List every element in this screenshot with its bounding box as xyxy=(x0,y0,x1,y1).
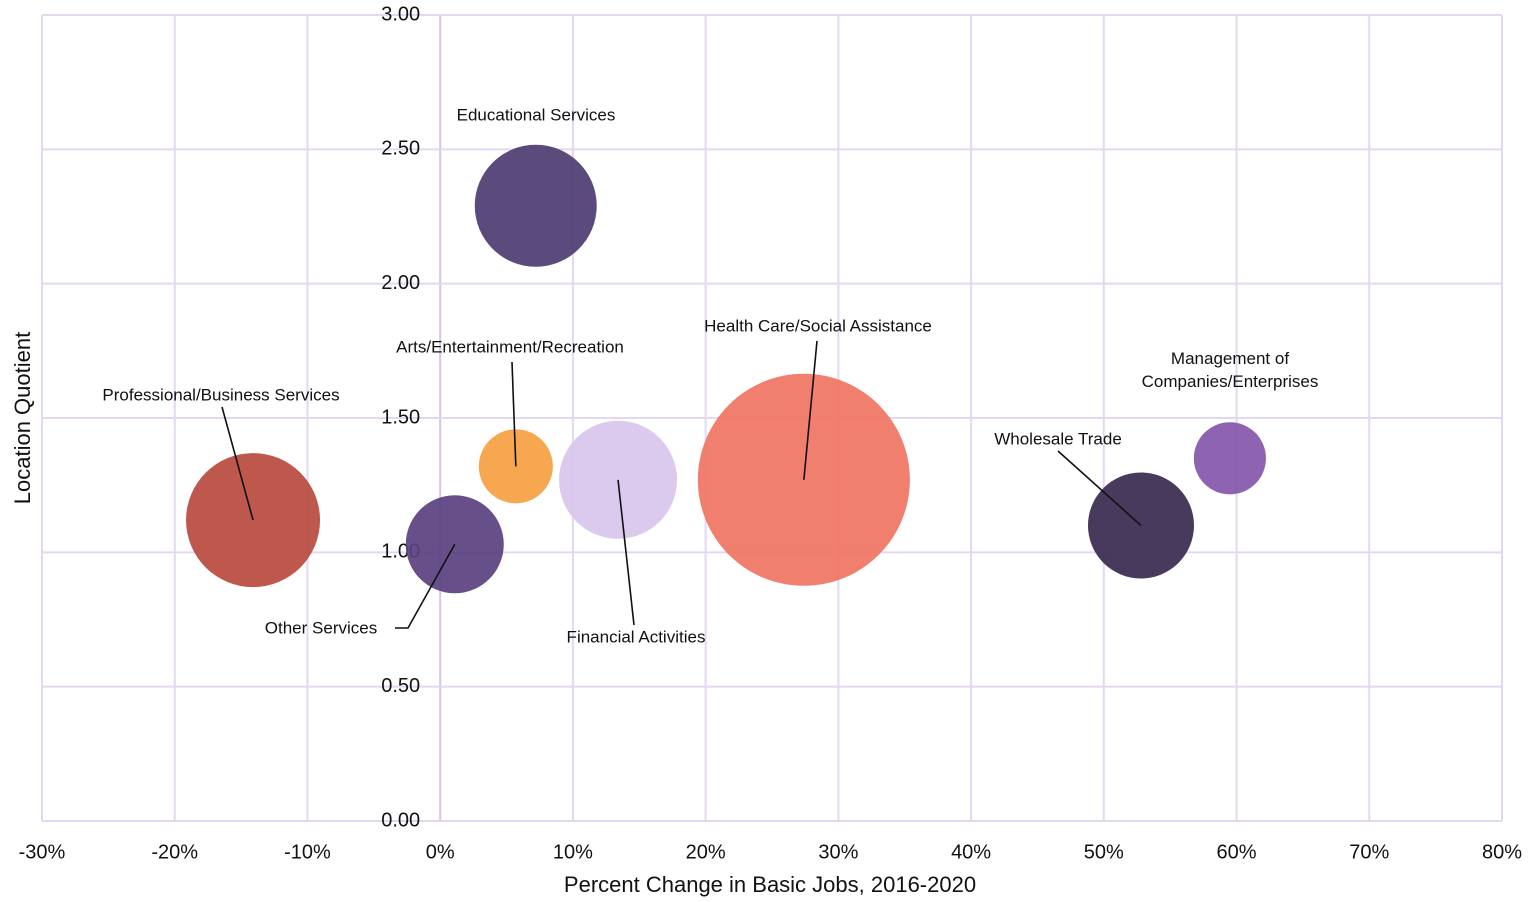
point-label: Wholesale Trade xyxy=(994,429,1122,449)
bubble xyxy=(1193,422,1266,495)
leader-line xyxy=(1057,450,1142,527)
y-tick-label: 2.50 xyxy=(381,138,420,160)
y-tick-label: 0.00 xyxy=(381,809,420,831)
x-tick-label: -20% xyxy=(151,841,198,863)
y-tick-label: 1.50 xyxy=(381,406,420,428)
point-label: Health Care/Social Assistance xyxy=(704,316,932,336)
x-tick-label: 40% xyxy=(951,841,991,863)
leader-line xyxy=(221,406,254,521)
leader-line xyxy=(803,340,818,480)
leader-line xyxy=(511,361,517,467)
x-tick-label: 60% xyxy=(1217,841,1257,863)
bubble xyxy=(1087,472,1194,579)
grid xyxy=(41,14,1503,822)
y-tick-label: 2.00 xyxy=(381,272,420,294)
x-tick-label: 20% xyxy=(686,841,726,863)
leader-line xyxy=(395,543,456,629)
x-tick-label: -30% xyxy=(19,841,66,863)
x-tick-label: 50% xyxy=(1084,841,1124,863)
x-tick-label: 0% xyxy=(426,841,455,863)
point-label: Arts/Entertainment/Recreation xyxy=(396,337,624,357)
x-tick-label: 10% xyxy=(553,841,593,863)
y-axis-title: Location Quotient xyxy=(10,332,35,504)
point-label: Management of Companies/Enterprises xyxy=(1141,349,1319,391)
point-label: Professional/Business Services xyxy=(102,385,340,405)
bubble xyxy=(474,144,597,267)
point-label: Educational Services xyxy=(456,105,616,125)
y-tick-label: 3.00 xyxy=(381,3,420,25)
x-tick-label: 80% xyxy=(1482,841,1522,863)
x-tick-label: 30% xyxy=(818,841,858,863)
point-label: Financial Activities xyxy=(566,627,706,647)
x-tick-label: 70% xyxy=(1349,841,1389,863)
x-tick-label: -10% xyxy=(284,841,331,863)
point-label: Other Services xyxy=(264,618,378,638)
leader-line xyxy=(617,479,635,626)
bubble xyxy=(186,453,321,588)
y-tick-label: 0.50 xyxy=(381,675,420,697)
x-axis-title: Percent Change in Basic Jobs, 2016-2020 xyxy=(564,872,976,897)
